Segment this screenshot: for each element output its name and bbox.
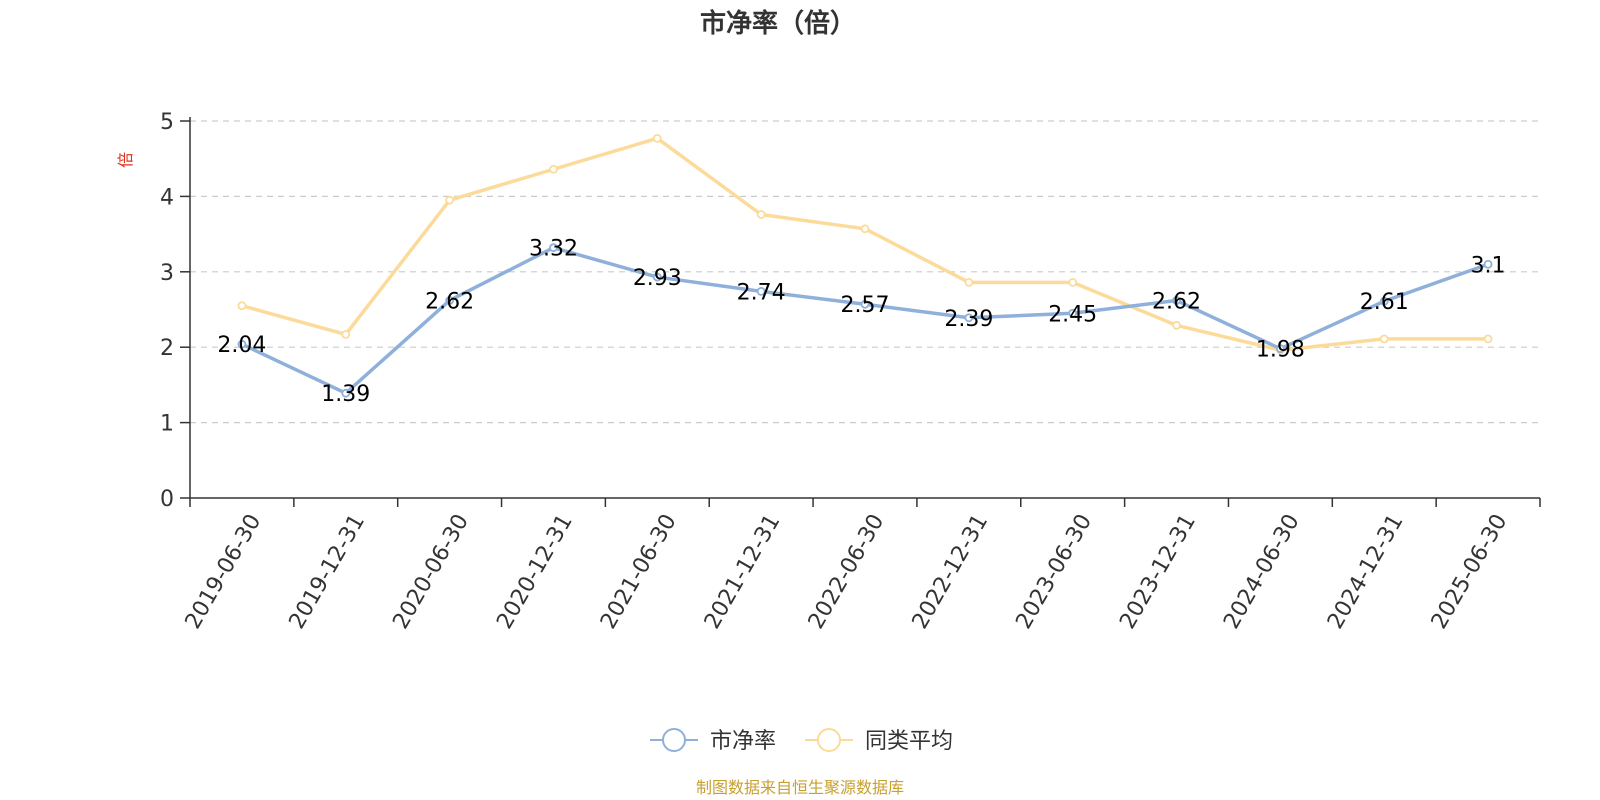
data-point[interactable] — [1068, 277, 1078, 287]
data-label: 2.04 — [217, 333, 266, 358]
x-tick-label: 2019-12-31 — [285, 510, 371, 633]
data-point[interactable] — [756, 210, 766, 219]
series-line — [241, 245, 1489, 395]
y-tick-label: 3 — [160, 261, 174, 286]
data-label: 3.32 — [529, 237, 578, 262]
data-point[interactable] — [1172, 296, 1181, 305]
data-label: 2.57 — [841, 293, 890, 318]
legend-label: 市净率 — [710, 729, 776, 754]
data-point[interactable] — [445, 195, 455, 205]
x-tick-label: 2024-12-31 — [1323, 510, 1409, 633]
data-point[interactable] — [964, 277, 974, 287]
x-tick-label: 2021-06-30 — [596, 510, 682, 633]
x-tick-label: 2020-06-30 — [388, 510, 474, 633]
legend[interactable]: 市净率 同类平均 — [650, 728, 953, 754]
x-tick-label: 2020-12-31 — [492, 510, 578, 633]
series-lines — [237, 133, 1493, 398]
x-tick-label: 2019-06-30 — [181, 510, 267, 633]
x-tick-label: 2023-06-30 — [1011, 510, 1097, 633]
data-point[interactable] — [549, 164, 558, 174]
y-axis-unit-label: 倍 — [116, 152, 135, 168]
data-point[interactable] — [652, 133, 662, 143]
data-label: 2.62 — [425, 289, 474, 314]
x-tick-label: 2024-06-30 — [1219, 510, 1305, 633]
data-labels: 2.04 1.39 2.62 3.32 2.93 2.74 2.57 2.39 2.45 2.62… — [217, 237, 1505, 408]
data-point[interactable] — [237, 301, 247, 311]
data-point[interactable] — [860, 299, 870, 309]
legend-circle-icon — [817, 728, 841, 752]
y-tick-label: 2 — [160, 336, 174, 361]
data-point[interactable] — [1379, 334, 1389, 344]
legend-circle-icon — [662, 728, 686, 752]
data-label: 2.61 — [1360, 290, 1409, 315]
legend-item[interactable]: 市净率 — [650, 728, 776, 754]
data-point[interactable] — [341, 329, 351, 339]
x-tick-label: 2022-06-30 — [804, 510, 890, 633]
chart-title: 市净率（倍） — [700, 8, 856, 39]
data-point[interactable] — [1275, 344, 1285, 354]
data-point[interactable] — [1068, 308, 1078, 318]
x-tick-label: 2023-12-31 — [1115, 510, 1201, 633]
legend-label: 同类平均 — [865, 729, 953, 754]
data-point[interactable] — [1483, 259, 1493, 269]
x-axis: 2019-06-30 2019-12-31 2020-06-30 2020-12-31… — [181, 497, 1541, 633]
data-point[interactable] — [1379, 296, 1389, 306]
data-point[interactable] — [341, 388, 351, 398]
data-point[interactable] — [549, 243, 558, 253]
y-tick-label: 4 — [160, 185, 174, 210]
x-tick-label: 2022-12-31 — [908, 510, 994, 633]
data-point[interactable] — [1172, 320, 1181, 330]
data-label: 2.93 — [633, 266, 682, 291]
legend-item[interactable]: 同类平均 — [805, 728, 953, 754]
data-label: 1.39 — [321, 382, 370, 407]
data-label: 2.62 — [1152, 289, 1201, 314]
y-tick-label: 0 — [160, 487, 174, 512]
data-point[interactable] — [756, 287, 766, 296]
data-label: 1.98 — [1256, 338, 1305, 363]
data-label: 3.1 — [1471, 253, 1506, 278]
data-point[interactable] — [652, 272, 662, 282]
data-label: 2.74 — [737, 280, 786, 305]
x-tick-label: 2021-12-31 — [700, 510, 786, 633]
data-point[interactable] — [445, 296, 455, 305]
x-tick-label: 2025-06-30 — [1427, 510, 1513, 633]
data-label: 2.45 — [1048, 302, 1097, 327]
y-tick-label: 5 — [160, 110, 174, 135]
data-point[interactable] — [237, 339, 247, 349]
y-axis: 0 1 2 3 4 5 — [160, 110, 191, 512]
data-point[interactable] — [860, 224, 870, 234]
data-point[interactable] — [1483, 334, 1493, 344]
data-label: 2.39 — [944, 307, 993, 332]
y-tick-label: 1 — [160, 412, 174, 437]
source-note: 制图数据来自恒生聚源数据库 — [696, 778, 904, 797]
data-point[interactable] — [964, 313, 974, 323]
